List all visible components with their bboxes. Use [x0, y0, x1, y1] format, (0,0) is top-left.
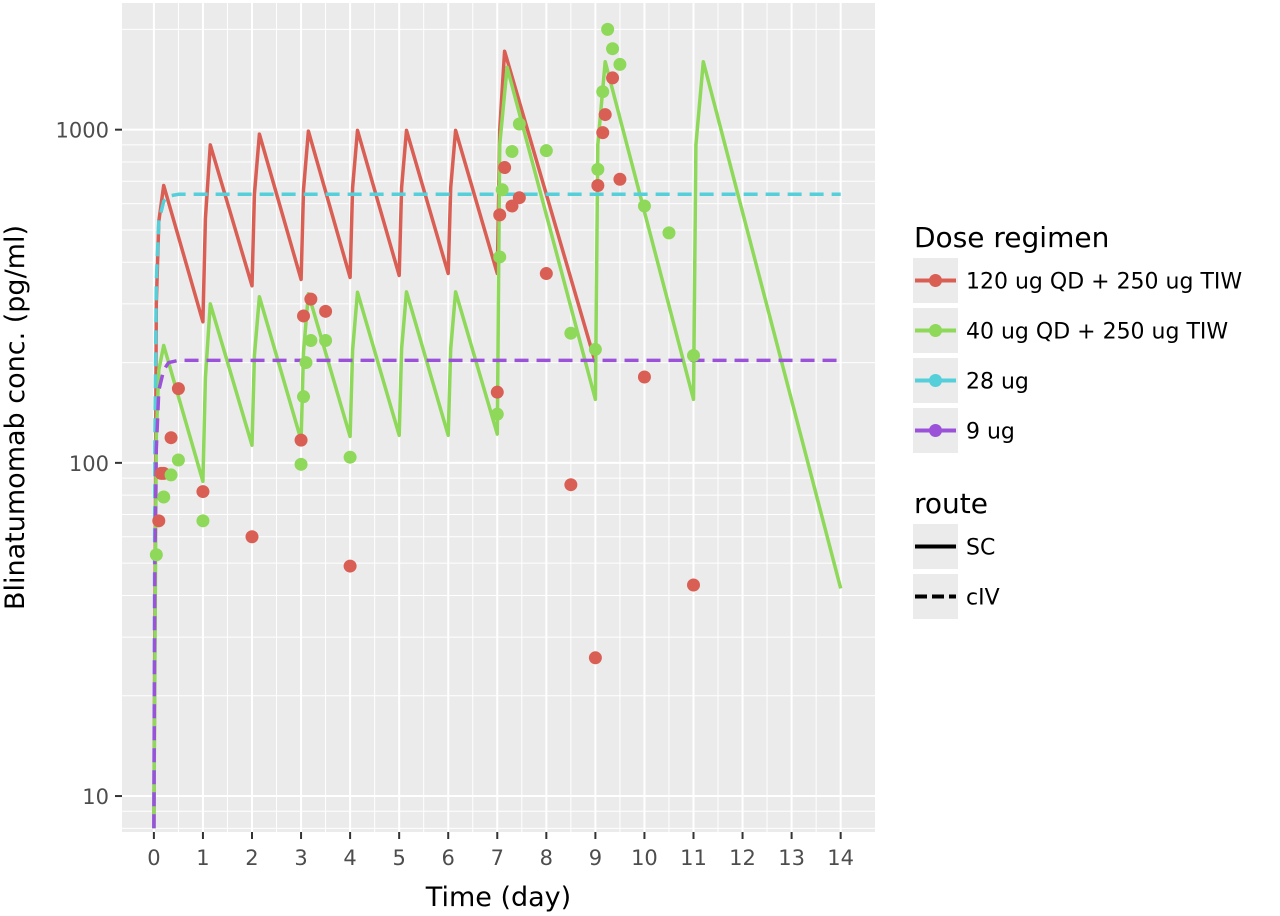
x-tick-label: 14 — [827, 846, 854, 870]
legend-label: cIV — [966, 586, 1000, 611]
x-tick-label: 5 — [392, 846, 405, 870]
legend-key-point — [929, 324, 942, 337]
x-tick-label: 10 — [631, 846, 658, 870]
y-axis-title: Blinatumomab conc. (pg/ml) — [0, 225, 31, 610]
x-tick-label: 8 — [540, 846, 553, 870]
data-point — [164, 431, 178, 445]
data-point — [490, 407, 504, 421]
x-tick-label: 13 — [778, 846, 805, 870]
legend-key-point — [929, 274, 942, 287]
data-point — [512, 191, 526, 205]
x-tick-label: 6 — [442, 846, 455, 870]
data-point — [539, 267, 553, 281]
data-point — [157, 490, 171, 504]
x-tick-label: 1 — [196, 846, 209, 870]
series-line — [152, 49, 598, 829]
x-tick-label: 9 — [589, 846, 602, 870]
legend-key-point — [929, 424, 942, 437]
data-point — [564, 326, 578, 340]
data-point — [152, 514, 166, 528]
data-point — [319, 333, 333, 347]
data-point — [149, 548, 163, 562]
data-point — [686, 349, 700, 363]
data-point — [637, 370, 651, 384]
series-line — [152, 358, 841, 829]
x-tick-label: 11 — [680, 846, 707, 870]
data-point — [299, 356, 313, 370]
data-point — [343, 450, 357, 464]
legend-key-point — [929, 374, 942, 387]
x-tick-label: 7 — [491, 846, 504, 870]
data-point — [591, 178, 605, 192]
data-point — [564, 478, 578, 492]
x-axis-title: Time (day) — [425, 882, 571, 913]
data-point — [598, 108, 612, 122]
series-line — [152, 192, 841, 829]
data-point — [596, 85, 610, 99]
data-point — [294, 457, 308, 471]
data-point — [637, 199, 651, 213]
data-point — [591, 162, 605, 176]
x-tick-label: 3 — [294, 846, 307, 870]
data-point — [304, 292, 318, 306]
legend-label: 40 ug QD + 250 ug TIW — [966, 320, 1228, 345]
data-point — [588, 651, 602, 665]
data-point — [343, 559, 357, 573]
data-point — [493, 208, 507, 222]
data-point — [490, 385, 504, 399]
x-tick-label: 12 — [729, 846, 756, 870]
data-point — [319, 304, 333, 318]
y-tick-label: 10 — [82, 785, 109, 809]
data-point — [588, 342, 602, 356]
data-point — [596, 126, 610, 140]
data-points — [149, 22, 700, 665]
data-point — [606, 71, 620, 85]
data-point — [196, 514, 210, 528]
data-point — [498, 160, 512, 174]
data-point — [495, 183, 509, 197]
data-point — [601, 22, 615, 36]
data-point — [245, 530, 259, 544]
data-point — [512, 117, 526, 131]
legend-title-route: route — [914, 487, 988, 520]
grid-lines — [122, 3, 875, 832]
legend-label: 9 ug — [966, 420, 1015, 445]
legend-title-dose-regimen: Dose regimen — [914, 221, 1109, 254]
data-point — [613, 172, 627, 186]
x-tick-label: 4 — [343, 846, 356, 870]
x-tick-label: 0 — [147, 846, 160, 870]
data-point — [613, 57, 627, 71]
data-point — [493, 250, 507, 264]
data-point — [686, 578, 700, 592]
data-point — [297, 390, 311, 404]
x-tick-label: 2 — [245, 846, 258, 870]
data-point — [662, 226, 676, 240]
legend-label: SC — [966, 536, 995, 561]
legend: Dose regimen 120 ug QD + 250 ug TIW 40 ug … — [913, 221, 1242, 619]
data-point — [171, 382, 185, 396]
data-point — [196, 485, 210, 499]
data-point — [294, 433, 308, 447]
data-point — [304, 333, 318, 347]
data-point — [297, 309, 311, 323]
data-point — [505, 199, 519, 213]
data-point — [606, 42, 620, 56]
data-point — [505, 145, 519, 159]
data-point — [539, 144, 553, 158]
legend-label: 28 ug — [966, 370, 1029, 395]
data-point — [171, 453, 185, 467]
data-point — [164, 468, 178, 482]
y-tick-label: 100 — [69, 452, 109, 476]
legend-label: 120 ug QD + 250 ug TIW — [966, 270, 1242, 295]
y-tick-label: 1000 — [56, 119, 109, 143]
